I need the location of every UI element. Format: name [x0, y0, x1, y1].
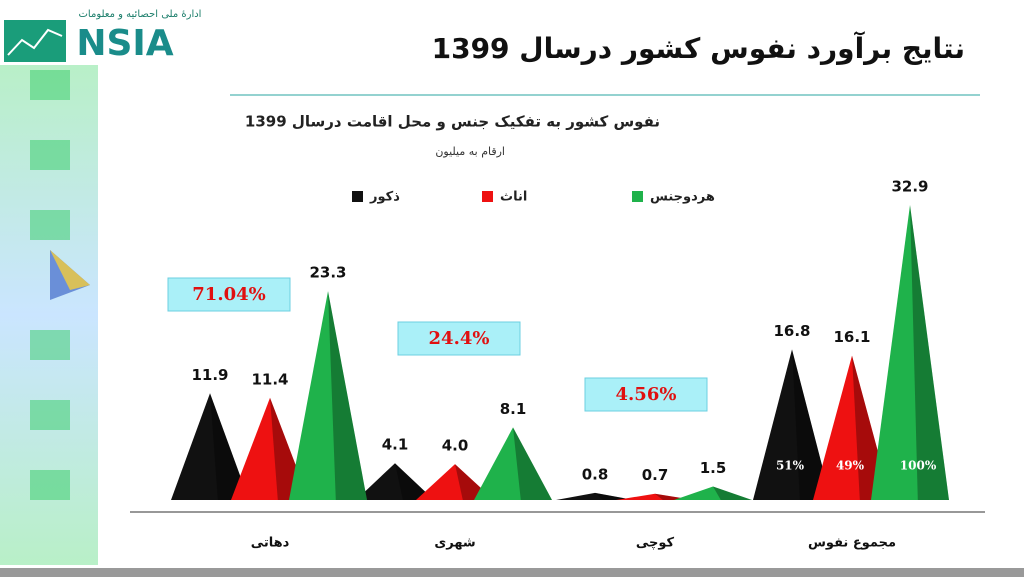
value-label: 8.1: [500, 400, 527, 418]
chart-title: نفوس کشور به تفکیک جنس و محل اقامت درسال…: [245, 113, 660, 131]
pyramid: [474, 427, 552, 500]
value-label: 1.5: [700, 459, 727, 477]
legend-label: ذکور: [369, 190, 400, 205]
legend-label: هردوجنس: [650, 190, 715, 205]
slide-title: نتایج برآورد نفوس کشور درسال 1399: [432, 31, 965, 65]
value-label: 0.7: [642, 466, 669, 484]
side-icon-face: [50, 250, 90, 290]
pyramid-shade: [270, 397, 309, 500]
chart-subtitle: ارقام به میلیون: [435, 145, 505, 158]
pyramid: [171, 393, 249, 500]
value-label: 4.1: [382, 436, 409, 454]
inner-label: 100%: [900, 459, 937, 473]
logo-caption: ادارهٔ ملی احصائیه و معلومات: [79, 9, 202, 20]
inner-label: 51%: [776, 459, 805, 473]
pyramid: [416, 464, 494, 500]
share-box: [167, 277, 291, 312]
inner-label: 49%: [836, 459, 865, 473]
pyramid-shade: [328, 291, 367, 500]
pyramid: [753, 349, 831, 500]
pyramid: [616, 493, 694, 500]
value-label: 16.8: [773, 322, 810, 340]
pyramid: [556, 492, 634, 500]
share-box: [397, 321, 521, 356]
share-label: 4.56%: [616, 384, 677, 405]
pyramid-shade: [513, 427, 552, 500]
value-label: 32.9: [891, 178, 928, 196]
logo-line: [7, 28, 63, 56]
x-tick-label: دهاتی: [251, 536, 290, 551]
x-tick-label: کوچی: [636, 536, 675, 551]
footer-bar: [0, 568, 1024, 577]
legend-label: اناث: [500, 190, 527, 205]
share-box: [584, 377, 708, 412]
pyramid: [871, 205, 949, 500]
legend-swatch: [352, 191, 363, 202]
pyramid: [231, 397, 309, 500]
pyramid-shade: [595, 492, 634, 500]
logo-name: NSIA: [76, 23, 173, 64]
pyramid-shade: [713, 486, 752, 500]
pyramid-shade: [910, 205, 949, 500]
logo-mark: [4, 20, 66, 62]
pyramid: [674, 486, 752, 500]
x-tick-label: مجموع نفوس: [808, 536, 896, 551]
value-label: 11.4: [251, 370, 288, 388]
pyramid-shade: [792, 349, 831, 500]
pyramid-shade: [210, 393, 249, 500]
legend-swatch: [482, 191, 493, 202]
share-label: 24.4%: [429, 328, 490, 349]
value-label: 23.3: [309, 264, 346, 282]
value-label: 16.1: [833, 328, 870, 346]
pyramid: [813, 355, 891, 500]
pyramid-shade: [395, 463, 434, 500]
value-label: 11.9: [191, 366, 228, 384]
pyramid: [289, 291, 367, 500]
value-label: 0.8: [582, 465, 609, 483]
pyramid: [356, 463, 434, 500]
value-label: 4.0: [442, 437, 469, 455]
x-tick-label: شهری: [434, 536, 475, 551]
legend-swatch: [632, 191, 643, 202]
share-label: 71.04%: [192, 284, 265, 305]
side-blocks: [30, 70, 70, 500]
pyramid-shade: [655, 493, 694, 500]
